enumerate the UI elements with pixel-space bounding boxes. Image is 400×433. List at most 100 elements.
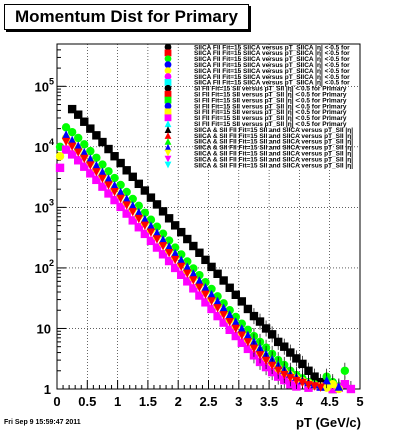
legend-entry: SIICA & SII FIl Fit=15 SII and SIICA ver…	[164, 126, 353, 134]
legend-label: SIICA & SII FIl Fit=15 SII and SIICA ver…	[194, 145, 353, 152]
data-point	[86, 169, 95, 178]
legend-label: SI FIl Fit=15 SII versus pT_SII |η| < 0.…	[194, 92, 347, 99]
data-point	[201, 290, 210, 299]
legend-marker	[164, 90, 172, 98]
data-point	[207, 297, 216, 306]
legend-entry: SIICA FIl Fit=15 SIICA versus pT_SIICA |…	[164, 49, 350, 57]
data-point	[286, 348, 295, 357]
title-box: Momentum Dist for Primary	[4, 4, 249, 30]
x-tick-label: 1.5	[139, 394, 157, 409]
points-layer	[55, 104, 356, 394]
data-point	[201, 298, 210, 307]
x-tick-label: 5	[356, 394, 363, 409]
legend-label: SI FIl Fit=15 SII versus pT_SII |η| < 0.…	[194, 121, 347, 128]
data-point	[86, 124, 95, 133]
legend-entry: SI FIl Fit=15 SII versus pT_SII |η| < 0.…	[164, 120, 347, 128]
data-point	[280, 342, 289, 351]
data-point	[146, 193, 156, 202]
data-point	[92, 168, 101, 177]
data-point	[243, 330, 253, 340]
legend-label: SIICA FIl Fit=15 SIICA versus pT_SIICA |…	[194, 50, 350, 57]
legend-entry: SIICA FIl Fit=15 SIICA versus pT_SIICA |…	[164, 67, 350, 75]
grid-layer	[57, 44, 360, 389]
data-point	[140, 229, 150, 239]
x-axis-title: pT (GeV/c)	[296, 415, 361, 430]
legend-marker	[164, 138, 172, 145]
legend-entry: SI FIl Fit=15 SII versus pT_SII |η| < 0.…	[164, 114, 347, 122]
data-point	[237, 297, 247, 306]
data-point	[195, 248, 204, 257]
data-point	[304, 366, 313, 375]
data-point	[152, 243, 162, 252]
data-point	[74, 156, 83, 165]
legend-entry: SIICA FIl Fit=15 SIICA versus pT_SIICA |…	[164, 55, 350, 63]
legend-entry: SI FIl Fit=15 SII versus pT_SII |η| < 0.…	[164, 90, 347, 99]
data-point	[61, 123, 71, 132]
x-tick-label: 0.5	[78, 394, 96, 409]
x-tick-label: 2	[175, 394, 182, 409]
data-point	[219, 303, 228, 312]
data-point	[310, 382, 319, 391]
legend-entry: SIICA & SII FIl Fit=15 SII and SIICA ver…	[164, 132, 353, 140]
data-point	[67, 104, 77, 114]
x-tick-label: 2.5	[199, 394, 217, 409]
data-point	[116, 194, 125, 204]
data-point	[61, 137, 71, 147]
data-point	[316, 383, 325, 392]
data-point	[346, 384, 356, 394]
data-point	[140, 214, 150, 224]
legend-entry: SIICA & SII FIl Fit=15 SII and SIICA ver…	[164, 138, 353, 146]
data-point	[213, 296, 222, 306]
data-point	[267, 330, 277, 339]
legend-label: SI FIl Fit=15 SII versus pT_SII |η| < 0.…	[194, 115, 347, 122]
x-tick-label: 0	[53, 394, 60, 409]
data-point	[170, 221, 180, 230]
data-point	[273, 366, 283, 375]
data-point	[86, 154, 95, 163]
legend-marker	[164, 102, 172, 110]
data-point	[80, 162, 89, 171]
data-point	[219, 318, 228, 327]
data-point	[158, 242, 168, 251]
legend-entry: SIICA & SII FIl Fit=15 SII and SIICA ver…	[164, 161, 353, 169]
legend-marker	[164, 67, 172, 74]
data-point	[128, 208, 137, 217]
x-tick-label: 4	[296, 394, 304, 409]
legend-marker	[164, 132, 172, 139]
data-point	[134, 223, 144, 232]
data-point	[255, 351, 265, 360]
data-point	[140, 186, 150, 195]
data-point	[110, 188, 119, 197]
data-point	[261, 356, 271, 366]
data-point	[104, 181, 113, 190]
data-point	[225, 310, 234, 319]
data-point	[219, 311, 228, 320]
data-point	[98, 174, 107, 184]
legend-label: SIICA FIl Fit=15 SIICA versus pT_SIICA |…	[194, 56, 350, 63]
data-point	[267, 361, 277, 371]
data-point	[55, 152, 65, 161]
legend-marker	[164, 114, 172, 122]
data-point	[110, 152, 119, 161]
data-point	[189, 276, 198, 285]
data-point	[122, 166, 131, 175]
legend-label: SIICA & SII FIl Fit=15 SII and SIICA ver…	[194, 127, 353, 134]
data-point	[201, 283, 210, 292]
data-point	[152, 228, 162, 237]
data-point	[116, 202, 125, 212]
data-point	[177, 270, 186, 279]
legend-entry: SI FIl Fit=15 SII versus pT_SII |η| < 0.…	[164, 84, 347, 93]
data-point	[74, 133, 83, 143]
data-point	[92, 131, 101, 140]
data-point	[207, 289, 216, 299]
legend-marker	[164, 155, 172, 163]
data-point	[122, 187, 131, 197]
legend-entry: SIICA & SII FIl Fit=15 SII and SIICA ver…	[164, 149, 353, 158]
legend-marker	[164, 126, 172, 133]
data-point	[80, 147, 89, 157]
data-point	[183, 262, 192, 271]
data-point	[67, 142, 77, 152]
legend-entry: SIICA & SII FIl Fit=15 SII and SIICA ver…	[164, 155, 353, 163]
legend-label: SI FIl Fit=15 SII versus pT_SII |η| < 0.…	[194, 103, 347, 110]
data-point	[177, 255, 186, 265]
